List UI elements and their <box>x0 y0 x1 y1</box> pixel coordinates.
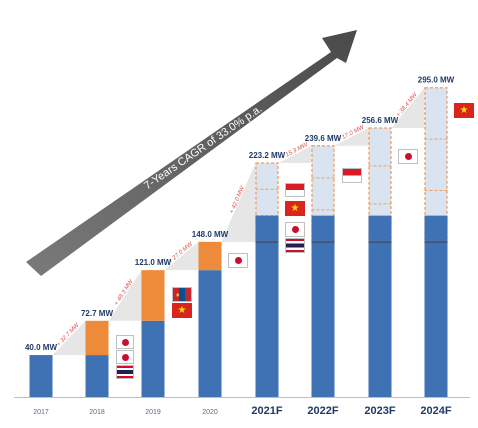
existing-capacity-segment <box>311 215 335 242</box>
category-label: 2018 <box>89 409 105 416</box>
connector-wedge <box>108 270 142 321</box>
cagr-arrow-label: 7-Years CAGR of 33.0% p.a. <box>142 103 264 192</box>
category-label: 2020 <box>202 409 218 416</box>
existing-capacity-segment <box>29 355 53 397</box>
existing-capacity-segment <box>255 215 279 242</box>
indonesia-flag-icon <box>285 183 305 197</box>
added-capacity-segment <box>198 241 222 271</box>
bar-value-label: 148.0 MW <box>192 230 229 239</box>
existing-capacity-segment <box>255 241 279 397</box>
bar-value-label: 72.7 MW <box>81 309 113 318</box>
japan-flag-icon <box>398 149 418 164</box>
connector-wedge <box>164 241 199 271</box>
category-label: 2019 <box>145 409 161 416</box>
connector-wedge <box>221 163 256 242</box>
connector-wedge <box>278 145 312 163</box>
cagr-arrow <box>26 30 357 276</box>
category-label: 2022F <box>307 405 338 417</box>
existing-capacity-segment <box>311 241 335 397</box>
indonesia-flag-icon <box>342 168 362 183</box>
connector-wedge <box>334 127 369 146</box>
bar-value-label: 295.0 MW <box>418 76 455 85</box>
thailand-flag-icon <box>116 365 134 379</box>
existing-capacity-segment <box>424 215 448 242</box>
vietnam-flag-icon: ★ <box>285 201 305 216</box>
japan-flag-icon <box>116 335 134 349</box>
category-label: 2023F <box>364 405 395 417</box>
mongolia-flag-icon: ♦ <box>172 287 192 302</box>
japan-flag-icon <box>228 253 248 268</box>
connector-wedge <box>391 87 425 128</box>
existing-capacity-segment <box>368 215 392 242</box>
bar-value-label: 121.0 MW <box>135 258 172 267</box>
existing-capacity-segment <box>85 355 109 397</box>
bar-value-label: 40.0 MW <box>25 343 57 352</box>
bar-value-label: 256.6 MW <box>362 116 399 125</box>
thailand-flag-icon <box>285 238 305 253</box>
vietnam-flag-icon: ★ <box>454 103 474 118</box>
japan-flag-icon <box>285 222 305 237</box>
connector-wedge <box>52 320 86 356</box>
existing-capacity-segment <box>424 241 448 397</box>
vietnam-flag-icon: ★ <box>172 303 192 318</box>
existing-capacity-segment <box>368 241 392 397</box>
existing-capacity-segment <box>198 270 222 397</box>
category-label: 2021F <box>251 405 282 417</box>
japan-flag-icon <box>116 350 134 364</box>
added-capacity-segment <box>85 320 109 356</box>
bar-value-label: 239.6 MW <box>305 134 342 143</box>
bar-value-label: 223.2 MW <box>249 151 286 160</box>
existing-capacity-segment <box>141 320 165 397</box>
category-label: 2024F <box>420 405 451 417</box>
added-capacity-segment <box>141 270 165 321</box>
category-label: 2017 <box>33 409 49 416</box>
